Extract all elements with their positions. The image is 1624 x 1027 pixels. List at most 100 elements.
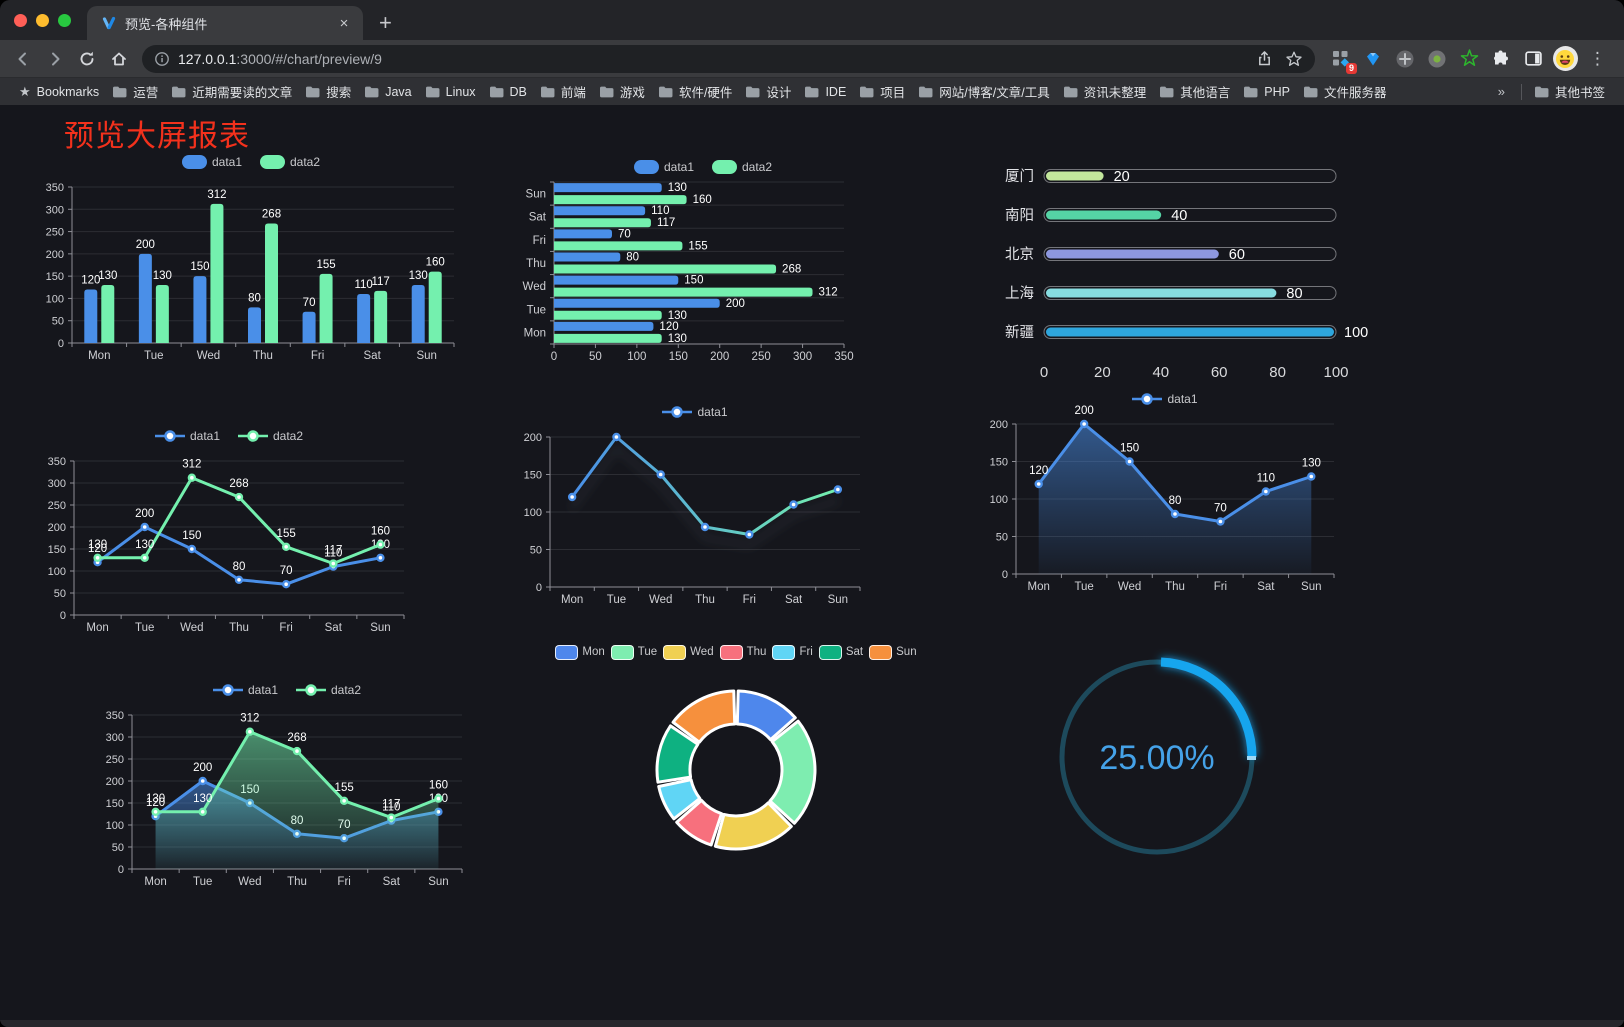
- svg-text:200: 200: [990, 419, 1008, 431]
- bookmark-folder[interactable]: 前端: [534, 79, 593, 104]
- svg-text:200: 200: [524, 432, 542, 444]
- chart-area-single[interactable]: data1 0 50 100 150 200 Mon Tue Wed Thu Fri Sat Sun 12…: [984, 388, 1346, 598]
- forward-button[interactable]: [40, 44, 70, 74]
- svg-text:130: 130: [98, 270, 117, 282]
- browser-tab[interactable]: 预览-各种组件 ×: [87, 6, 363, 40]
- svg-text:80: 80: [1169, 495, 1182, 507]
- chart-grouped-bar[interactable]: data1 data2 0 50 100 150 200 250 300 350 Mon Tue Wed…: [40, 151, 462, 367]
- maximize-window-button[interactable]: [58, 13, 71, 27]
- legend-item-Wed[interactable]: Wed: [663, 644, 714, 660]
- chart-line-gradient[interactable]: data1 0 50 100 150 200 Mon Tue Wed Thu Fri Sat Sun: [518, 401, 872, 611]
- bookmark-folder[interactable]: 设计: [739, 79, 798, 104]
- tab-close-icon[interactable]: ×: [339, 14, 349, 32]
- svg-text:130: 130: [88, 539, 107, 551]
- bookmark-folder[interactable]: 项目: [853, 79, 912, 104]
- legend-item-data1[interactable]: data1: [633, 160, 694, 174]
- bookmark-folder[interactable]: IDE: [798, 82, 853, 102]
- bookmark-item-bookmarks[interactable]: ★ Bookmarks: [12, 81, 106, 103]
- bookmarks-divider: [1520, 83, 1522, 100]
- bookmark-folder[interactable]: 资讯未整理: [1057, 79, 1154, 104]
- gem-extension-button[interactable]: [1359, 45, 1387, 73]
- bookmark-folder[interactable]: Linux: [419, 82, 483, 102]
- chart-legend: Mon Tue Wed Thu Fri Sat Sun: [550, 641, 922, 663]
- legend-item-Sat[interactable]: Sat: [818, 644, 863, 660]
- legend-label: Fri: [799, 646, 813, 658]
- site-info-icon[interactable]: [154, 51, 170, 67]
- browser-menu-button[interactable]: ⋮: [1589, 48, 1606, 68]
- url-bar[interactable]: 127.0.0.1:3000/#/chart/preview/9: [142, 44, 1315, 74]
- svg-text:200: 200: [1075, 405, 1094, 417]
- chart-area-two-series[interactable]: data1 data2 0 50 100 150 200 250 300 350 Mon Tue Wed…: [100, 679, 474, 893]
- legend-item-Mon[interactable]: Mon: [555, 644, 605, 660]
- bookmark-folder[interactable]: 近期需要读的文章: [165, 79, 299, 104]
- extensions-puzzle-button[interactable]: [1487, 45, 1515, 73]
- bookmark-folder[interactable]: PHP: [1237, 82, 1297, 102]
- bookmark-folder[interactable]: 软件/硬件: [652, 79, 739, 104]
- bookmark-folder[interactable]: 游戏: [593, 79, 652, 104]
- gray-circle-extension-button[interactable]: [1391, 45, 1419, 73]
- legend-item-data2[interactable]: data2: [238, 429, 303, 443]
- svg-text:150: 150: [1120, 443, 1139, 455]
- record-extension-button[interactable]: [1423, 45, 1451, 73]
- side-panel-button[interactable]: [1519, 45, 1547, 73]
- home-button[interactable]: [104, 44, 134, 74]
- chart-gauge-progress[interactable]: 25.00%: [1050, 649, 1264, 871]
- bookmark-folder[interactable]: 网站/博客/文章/工具: [912, 79, 1056, 104]
- back-button[interactable]: [8, 44, 38, 74]
- profile-avatar[interactable]: [1551, 45, 1579, 73]
- legend-item-data1[interactable]: data1: [1132, 392, 1198, 406]
- share-button[interactable]: [1249, 44, 1279, 74]
- svg-text:南阳: 南阳: [1005, 207, 1034, 224]
- chart-line-two-series[interactable]: data1 data2 0 50 100 150 200 250 300 350 Mon Tue Wed…: [42, 425, 416, 639]
- legend-label: data2: [331, 683, 362, 697]
- chart-legend: data1: [984, 388, 1346, 410]
- legend-item-Thu[interactable]: Thu: [719, 644, 766, 660]
- chart-horizontal-bar[interactable]: data1 data2 0 50 100 150 200 250 300 350 Mon 120 130…: [518, 156, 888, 368]
- svg-text:160: 160: [429, 780, 448, 792]
- svg-text:150: 150: [190, 261, 209, 273]
- proxy-extension-button[interactable]: 9: [1327, 45, 1357, 74]
- svg-text:130: 130: [668, 182, 687, 194]
- legend-swatch-icon: [555, 644, 579, 660]
- svg-text:Tue: Tue: [144, 350, 163, 362]
- bookmarks-overflow-chevron[interactable]: »: [1497, 84, 1505, 99]
- legend-item-data1[interactable]: data1: [181, 155, 242, 169]
- svg-text:Sat: Sat: [364, 350, 382, 362]
- svg-text:250: 250: [752, 351, 771, 363]
- svg-text:312: 312: [240, 713, 259, 725]
- close-window-button[interactable]: [14, 13, 27, 27]
- other-bookmarks[interactable]: 其他书签: [1528, 79, 1612, 104]
- bookmark-folder[interactable]: 运营: [106, 79, 165, 104]
- legend-item-Sun[interactable]: Sun: [869, 644, 917, 660]
- legend-item-data1[interactable]: data1: [212, 683, 278, 697]
- url-text[interactable]: 127.0.0.1:3000/#/chart/preview/9: [178, 51, 1249, 67]
- chart-capsule-bar[interactable]: 厦门 20 南阳 40 北京 60 上海 80 新疆 100 0 20 40 60 80 100: [984, 157, 1368, 385]
- legend-item-data1[interactable]: data1: [662, 405, 728, 419]
- legend-item-data2[interactable]: data2: [296, 683, 361, 697]
- bookmark-folder[interactable]: Java: [358, 82, 418, 102]
- new-tab-button[interactable]: +: [379, 10, 392, 35]
- legend-item-Fri[interactable]: Fri: [772, 644, 813, 660]
- bookmark-folder[interactable]: DB: [483, 82, 534, 102]
- bookmark-folder[interactable]: 其他语言: [1153, 79, 1237, 104]
- bookmark-folder[interactable]: 文件服务器: [1297, 79, 1394, 104]
- svg-text:300: 300: [793, 351, 812, 363]
- legend-line-marker-icon: [662, 406, 693, 418]
- svg-text:60: 60: [1229, 247, 1245, 263]
- bookmark-folder[interactable]: 搜索: [299, 79, 358, 104]
- reload-button[interactable]: [72, 44, 102, 74]
- svg-text:Wed: Wed: [649, 594, 672, 606]
- legend-item-data2[interactable]: data2: [260, 155, 320, 169]
- svg-text:Thu: Thu: [526, 258, 546, 270]
- folder-icon: [658, 86, 673, 97]
- legend-item-Tue[interactable]: Tue: [610, 644, 657, 660]
- minimize-window-button[interactable]: [36, 13, 49, 27]
- green-star-extension-button[interactable]: [1455, 45, 1483, 73]
- legend-item-data2[interactable]: data2: [712, 160, 772, 174]
- bookmark-star-button[interactable]: [1279, 44, 1309, 74]
- bookmark-label: 资讯未整理: [1083, 86, 1147, 100]
- legend-item-data1[interactable]: data1: [154, 429, 220, 443]
- chart-donut-pie[interactable]: Mon Tue Wed Thu Fri Sat Sun: [550, 641, 922, 897]
- legend-label: data2: [273, 429, 304, 443]
- svg-text:100: 100: [46, 293, 64, 305]
